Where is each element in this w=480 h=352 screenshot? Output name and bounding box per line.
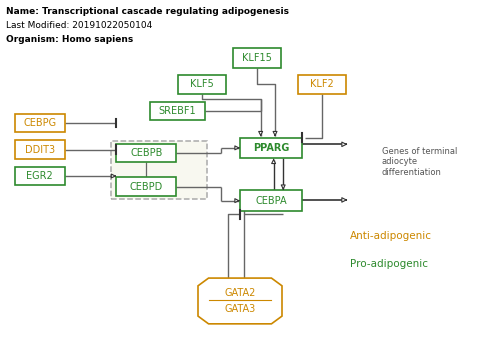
FancyBboxPatch shape [111, 141, 207, 199]
Text: CEBPG: CEBPG [23, 118, 57, 128]
FancyBboxPatch shape [116, 144, 177, 162]
Text: CEBPB: CEBPB [130, 148, 163, 158]
Text: EGR2: EGR2 [26, 171, 53, 181]
FancyBboxPatch shape [15, 140, 65, 159]
Text: GATA2: GATA2 [224, 288, 256, 298]
FancyBboxPatch shape [178, 75, 226, 94]
FancyBboxPatch shape [150, 102, 205, 120]
FancyBboxPatch shape [15, 167, 65, 185]
Text: CEBPA: CEBPA [255, 196, 287, 206]
Text: DDIT3: DDIT3 [25, 145, 55, 155]
Text: KLF5: KLF5 [190, 80, 214, 89]
Text: Anti-adipogenic: Anti-adipogenic [350, 231, 432, 241]
Text: Name: Transcriptional cascade regulating adipogenesis: Name: Transcriptional cascade regulating… [6, 7, 289, 16]
Text: CEBPD: CEBPD [130, 182, 163, 191]
Text: PPARG: PPARG [253, 143, 289, 153]
FancyBboxPatch shape [240, 190, 302, 211]
FancyBboxPatch shape [240, 138, 302, 158]
FancyBboxPatch shape [15, 114, 65, 132]
Text: Pro-adipogenic: Pro-adipogenic [350, 259, 428, 269]
Text: SREBF1: SREBF1 [159, 106, 196, 116]
FancyBboxPatch shape [233, 48, 281, 68]
Text: GATA3: GATA3 [224, 304, 256, 314]
Text: Organism: Homo sapiens: Organism: Homo sapiens [6, 35, 133, 44]
FancyBboxPatch shape [116, 177, 177, 196]
Text: KLF15: KLF15 [242, 53, 272, 63]
Text: Genes of terminal
adiocyte
differentiation: Genes of terminal adiocyte differentiati… [382, 147, 457, 177]
Polygon shape [198, 278, 282, 324]
FancyBboxPatch shape [298, 75, 346, 94]
Text: Last Modified: 20191022050104: Last Modified: 20191022050104 [6, 21, 152, 30]
Text: KLF2: KLF2 [310, 80, 334, 89]
